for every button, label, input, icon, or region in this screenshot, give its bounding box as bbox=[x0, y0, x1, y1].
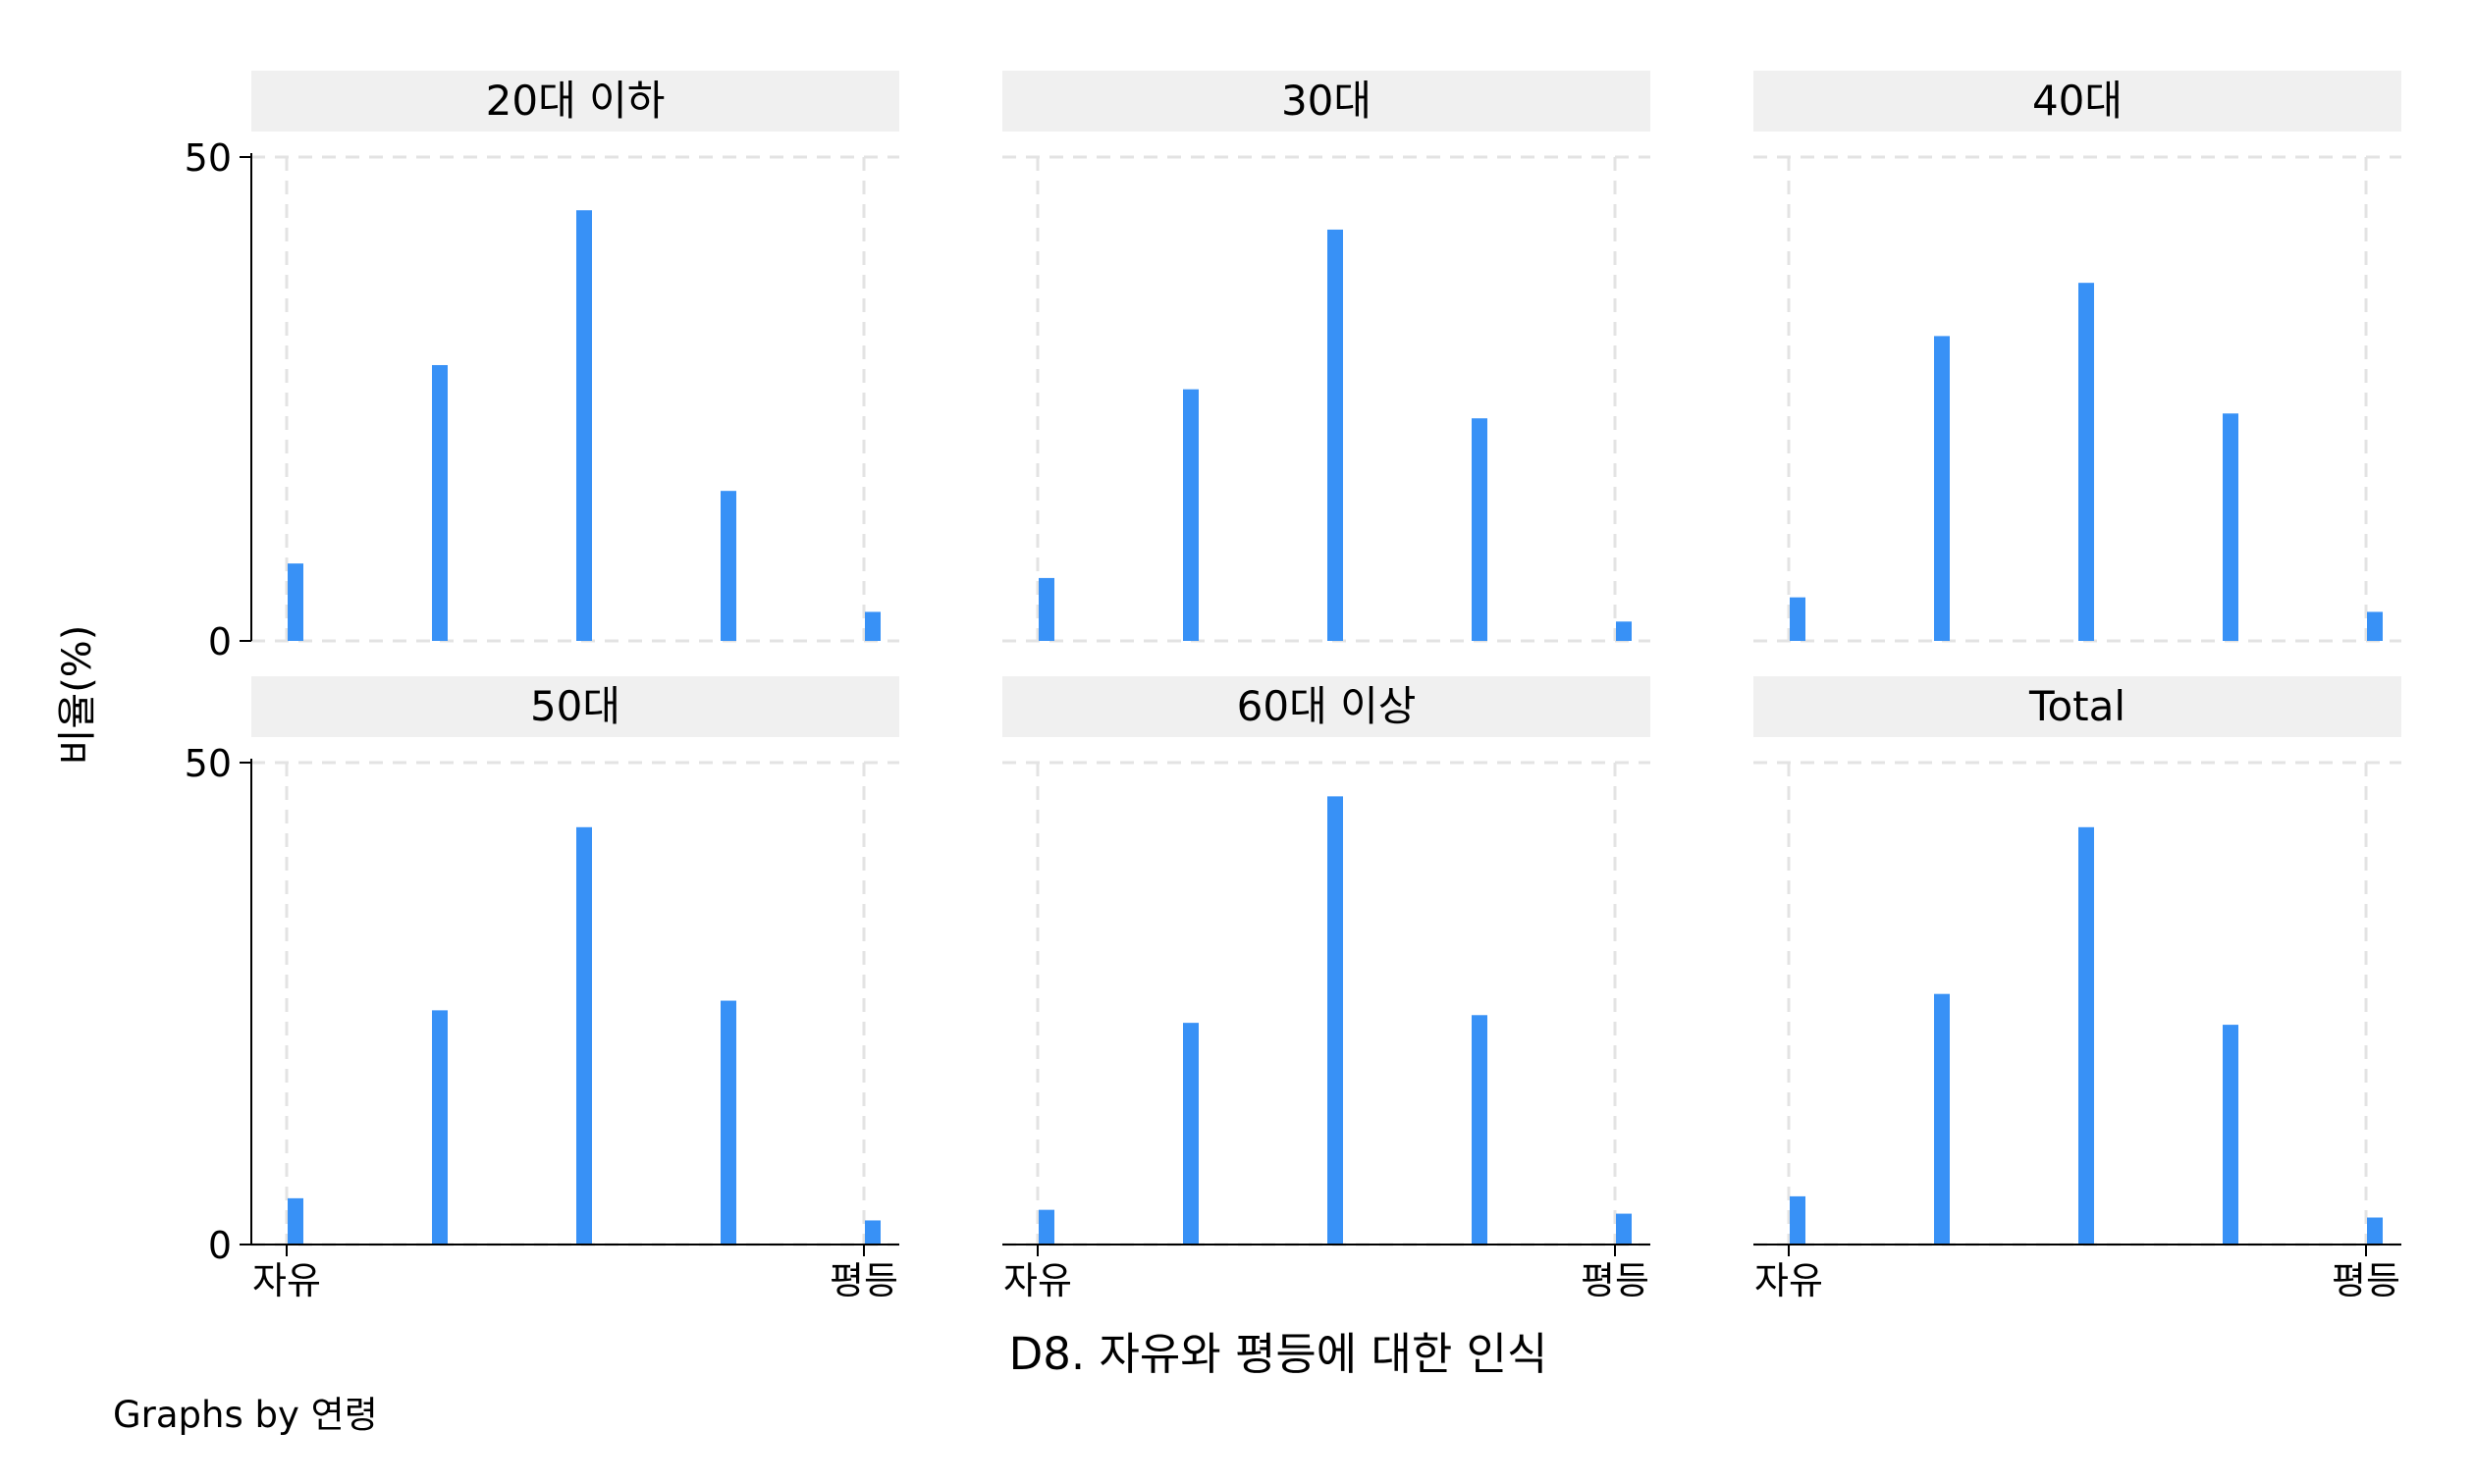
bar bbox=[2078, 826, 2094, 1245]
bar bbox=[721, 491, 736, 641]
bar bbox=[2223, 413, 2238, 641]
bar bbox=[1183, 389, 1199, 641]
x-axis-title: D8. 자유와 평등에 대한 인식 bbox=[1009, 1328, 1548, 1380]
bar bbox=[288, 563, 303, 641]
facet-header-strip bbox=[251, 71, 899, 132]
facet-panel: 30대 bbox=[1002, 71, 1650, 643]
bar bbox=[1039, 577, 1054, 641]
facet-panel: 20대 이하 0 50 bbox=[185, 71, 899, 663]
bar bbox=[432, 1010, 448, 1245]
bar bbox=[1616, 1213, 1632, 1245]
facet-header-strip bbox=[1002, 676, 1650, 737]
facet-title: 50대 bbox=[530, 682, 620, 730]
facet-header-strip bbox=[1753, 676, 2401, 737]
bar bbox=[576, 210, 592, 642]
bar bbox=[1183, 1023, 1199, 1245]
facet-title: 20대 이하 bbox=[486, 77, 666, 125]
facet-header-strip bbox=[251, 676, 899, 737]
bar bbox=[1327, 229, 1343, 641]
bar bbox=[1934, 336, 1950, 641]
bar bbox=[1472, 418, 1487, 641]
x-tick-label: 평등 bbox=[830, 1259, 898, 1302]
y-tick-label: 0 bbox=[208, 1224, 232, 1267]
bar bbox=[865, 1220, 881, 1245]
facet-header-strip bbox=[1002, 71, 1650, 132]
y-tick-label: 50 bbox=[185, 742, 232, 785]
x-tick-label: 자유 bbox=[252, 1259, 321, 1302]
bar bbox=[2367, 611, 2383, 641]
bar bbox=[2078, 283, 2094, 641]
facet-panel: 40대 bbox=[1753, 71, 2401, 643]
facet-title: 60대 이상 bbox=[1237, 682, 1417, 730]
facet-panel: 50대 0 50 자유 평등 bbox=[185, 676, 899, 1302]
facet-title: 40대 bbox=[2032, 77, 2123, 125]
y-axis-title: 비율(%) bbox=[55, 625, 100, 766]
bar bbox=[1790, 597, 1805, 641]
x-tick-label: 평등 bbox=[2332, 1259, 2400, 1302]
bar bbox=[288, 1197, 303, 1245]
bar bbox=[721, 1000, 736, 1245]
facet-header-strip bbox=[1753, 71, 2401, 132]
x-tick-label: 평등 bbox=[1581, 1259, 1649, 1302]
x-tick-label: 자유 bbox=[1003, 1259, 1072, 1302]
bar bbox=[2367, 1217, 2383, 1245]
bar bbox=[1039, 1209, 1054, 1245]
facet-title: Total bbox=[2028, 682, 2125, 730]
facet-title: 30대 bbox=[1281, 77, 1371, 125]
bar bbox=[1934, 993, 1950, 1245]
bar bbox=[865, 611, 881, 641]
y-tick-label: 0 bbox=[208, 620, 232, 663]
graphs-by-note: Graphs by 연령 bbox=[113, 1394, 378, 1436]
bar bbox=[1472, 1015, 1487, 1245]
bar bbox=[432, 364, 448, 641]
bar bbox=[2223, 1025, 2238, 1245]
bar bbox=[1327, 796, 1343, 1245]
bar bbox=[576, 826, 592, 1245]
x-tick-label: 자유 bbox=[1754, 1259, 1823, 1302]
bar bbox=[1616, 621, 1632, 641]
y-tick-label: 50 bbox=[185, 136, 232, 180]
facet-panel: Total 자유 평등 bbox=[1753, 676, 2401, 1302]
bar bbox=[1790, 1195, 1805, 1245]
